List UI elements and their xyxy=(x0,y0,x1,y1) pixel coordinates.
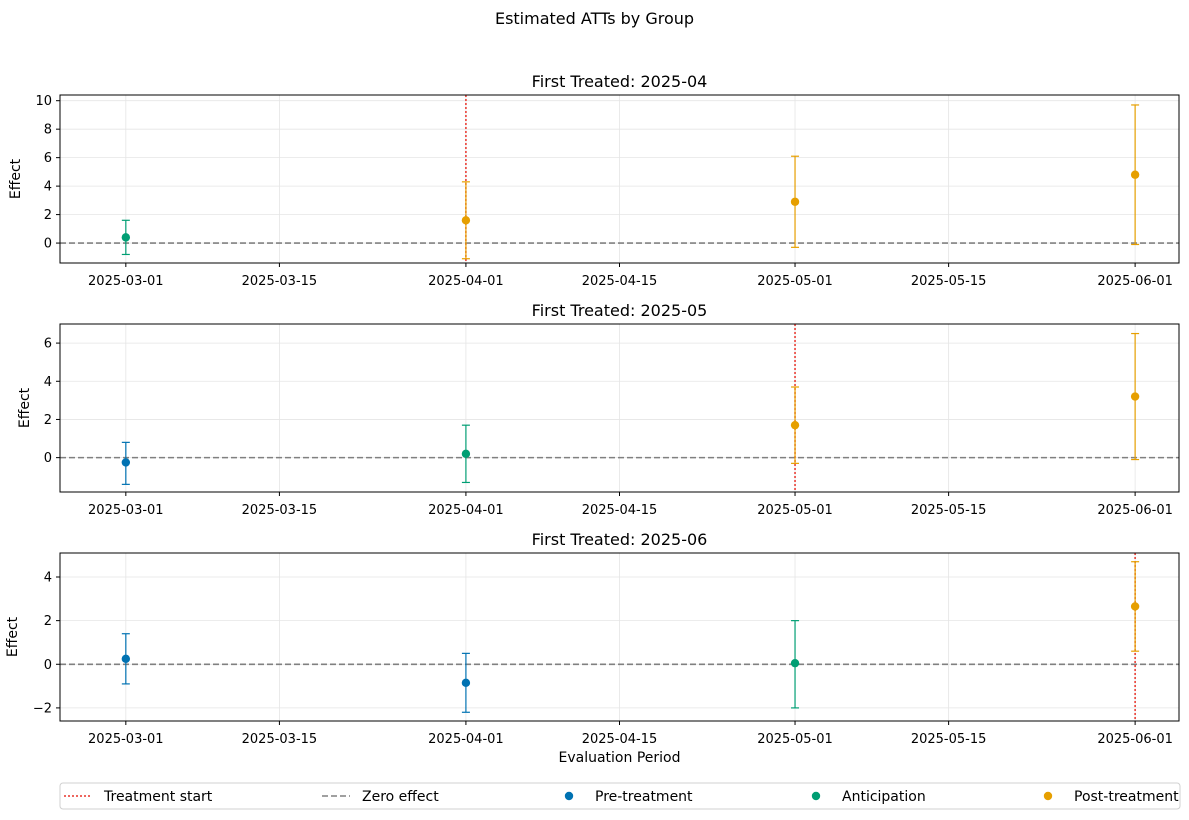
legend: Treatment start Zero effect Pre-treatment A… xyxy=(59,782,1181,810)
x-tick-label: 2025-05-15 xyxy=(911,274,987,289)
x-axis-label: Evaluation Period xyxy=(559,750,681,766)
data-point-post xyxy=(1130,392,1140,401)
x-tick-label: 2025-03-01 xyxy=(88,732,164,747)
y-tick-label: 8 xyxy=(44,123,52,138)
y-axis-label: Effect xyxy=(8,158,24,199)
legend-label-post: Post-treatment xyxy=(1074,789,1179,805)
x-tick-label: 2025-04-15 xyxy=(582,503,658,518)
x-tick-label: 2025-04-01 xyxy=(428,503,504,518)
panel-2: First Treated: 2025-05 2025-03-01 2025-03-… xyxy=(17,301,1180,518)
panel-content xyxy=(60,553,1179,721)
x-tick-label: 2025-05-01 xyxy=(757,503,833,518)
y-axis-label: Effect xyxy=(17,387,33,428)
legend-swatch-pre xyxy=(564,791,574,801)
y-tick-label: 0 xyxy=(44,658,52,673)
data-point-pre xyxy=(121,654,131,664)
y-tick-label: 6 xyxy=(44,337,52,352)
x-tick-label: 2025-06-01 xyxy=(1097,732,1173,747)
x-tick-label: 2025-05-01 xyxy=(757,732,833,747)
x-tick-label: 2025-06-01 xyxy=(1097,503,1173,518)
x-tick-label: 2025-03-15 xyxy=(242,503,318,518)
y-tick-label: 2 xyxy=(44,614,52,629)
data-point-post xyxy=(790,420,800,430)
x-tick-label: 2025-06-01 xyxy=(1097,274,1173,289)
panel-content xyxy=(60,324,1179,492)
x-tick-label: 2025-03-01 xyxy=(88,503,164,518)
x-tick-label: 2025-05-15 xyxy=(911,732,987,747)
y-tick-label: 4 xyxy=(44,571,52,586)
legend-label-zero: Zero effect xyxy=(362,789,439,805)
x-tick-label: 2025-04-15 xyxy=(582,732,658,747)
legend-box xyxy=(59,782,1181,810)
x-tick-label: 2025-03-15 xyxy=(242,274,318,289)
panel-1: First Treated: 2025-04 2025-03-01 2025-03-… xyxy=(8,72,1180,289)
legend-swatch-anticipation xyxy=(811,791,821,801)
data-point-post xyxy=(790,197,800,206)
y-tick-label: −2 xyxy=(33,701,52,716)
data-point-post xyxy=(461,216,471,225)
x-tick-label: 2025-03-01 xyxy=(88,274,164,289)
y-tick-label: 2 xyxy=(44,208,52,223)
data-point-anticipation xyxy=(121,233,131,242)
y-tick-label: 2 xyxy=(44,413,52,428)
y-tick-label: 4 xyxy=(44,375,52,390)
data-point-pre xyxy=(461,678,471,688)
panel-title: First Treated: 2025-05 xyxy=(532,301,708,320)
x-tick-label: 2025-04-01 xyxy=(428,732,504,747)
chart-title: Estimated ATTs by Group xyxy=(495,9,694,28)
x-tick-label: 2025-05-01 xyxy=(757,274,833,289)
panel-title: First Treated: 2025-06 xyxy=(532,530,708,549)
y-axis-label: Effect xyxy=(5,616,21,657)
x-tick-label: 2025-04-15 xyxy=(582,274,658,289)
panel-3: First Treated: 2025-06 2025-03-01 2025-03-… xyxy=(5,530,1180,747)
y-tick-label: 4 xyxy=(44,180,52,195)
data-point-anticipation xyxy=(790,658,800,668)
data-point-pre xyxy=(121,458,131,467)
legend-label-pre: Pre-treatment xyxy=(595,789,693,805)
y-tick-label: 6 xyxy=(44,151,52,166)
x-tick-label: 2025-03-15 xyxy=(242,732,318,747)
panel-content xyxy=(60,95,1179,263)
y-tick-label: 10 xyxy=(35,94,52,109)
panel-title: First Treated: 2025-04 xyxy=(532,72,708,91)
data-point-post xyxy=(1130,170,1140,179)
data-point-anticipation xyxy=(461,449,471,459)
y-tick-label: 0 xyxy=(44,451,52,466)
x-tick-label: 2025-05-15 xyxy=(911,503,987,518)
y-tick-label: 0 xyxy=(44,237,52,252)
data-point-post xyxy=(1130,602,1140,611)
legend-swatch-post xyxy=(1043,791,1053,801)
x-tick-label: 2025-04-01 xyxy=(428,274,504,289)
legend-label-treatment: Treatment start xyxy=(103,789,213,805)
legend-label-anticipation: Anticipation xyxy=(842,789,926,805)
